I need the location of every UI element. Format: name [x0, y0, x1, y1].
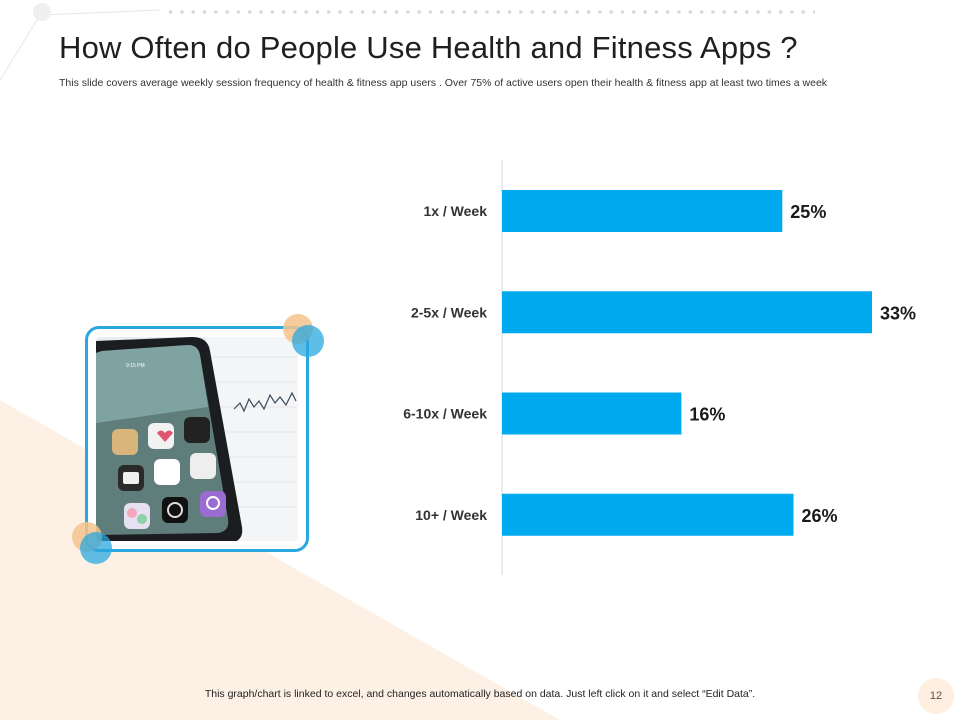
phone-status-time: 9:15 PM — [126, 363, 145, 369]
bar[interactable] — [502, 190, 783, 232]
bar-chart: 1x / Week 25% 2-5x / Week 33% 6-10x / Week 16… — [340, 150, 940, 580]
corner-circle — [33, 3, 51, 21]
page-title: How Often do People Use Health and Fitne… — [59, 30, 798, 65]
page-subtitle: This slide covers average weekly session… — [59, 77, 828, 89]
top-line — [39, 9, 161, 16]
app-icon — [112, 429, 138, 455]
footer-note: This graph/chart is linked to excel, and… — [204, 688, 756, 700]
phone-illustration: 9:15 PM — [96, 337, 298, 541]
bar-chart-svg: 1x / Week 25% 2-5x / Week 33% 6-10x / Week 16… — [403, 160, 916, 575]
decor-circle-blue — [292, 325, 324, 357]
category-label: 1x / Week — [423, 203, 487, 219]
data-label: 25% — [790, 202, 826, 222]
category-label: 2-5x / Week — [411, 304, 487, 320]
data-label: 16% — [689, 405, 725, 425]
photo-frame: 9:15 PM — [85, 326, 309, 552]
app-icon — [124, 503, 150, 529]
corner-line — [0, 14, 41, 81]
app-icon — [200, 491, 226, 517]
bar[interactable] — [502, 291, 872, 334]
top-dotted-line — [165, 9, 815, 15]
app-icon — [184, 417, 210, 443]
category-label: 10+ / Week — [415, 507, 487, 523]
bar[interactable] — [502, 392, 682, 435]
app-icon — [154, 459, 180, 485]
bar[interactable] — [502, 493, 794, 536]
data-label: 26% — [802, 506, 838, 526]
data-label: 33% — [880, 303, 916, 323]
phone-photo: 9:15 PM — [96, 337, 298, 541]
app-icon — [162, 497, 188, 523]
decor-circle-blue — [80, 532, 112, 564]
category-label: 6-10x / Week — [403, 406, 487, 422]
app-icon — [190, 453, 216, 479]
page-number: 12 — [918, 678, 954, 714]
